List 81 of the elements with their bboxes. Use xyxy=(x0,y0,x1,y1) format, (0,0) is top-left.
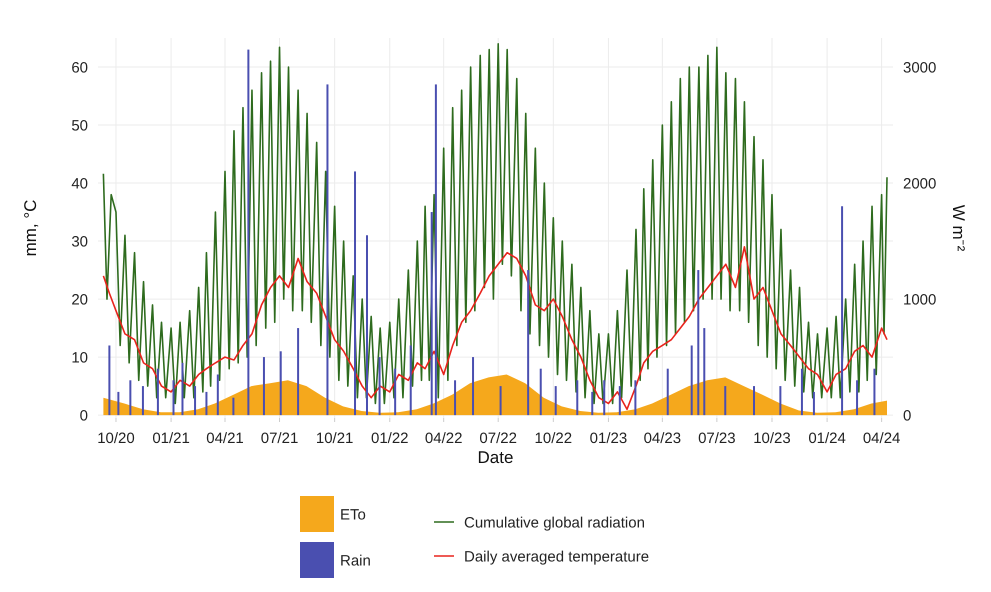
y2-tick-label: 1000 xyxy=(903,291,936,308)
x-tick-label: 04/21 xyxy=(206,430,244,447)
bar xyxy=(326,84,328,416)
bar xyxy=(454,380,456,416)
bar xyxy=(697,270,700,416)
x-tick-label: 04/22 xyxy=(424,430,462,447)
x-tick-label: 04/24 xyxy=(862,430,900,447)
x-tick-label: 07/22 xyxy=(479,430,517,447)
bar xyxy=(873,368,876,416)
bar xyxy=(205,392,208,416)
x-tick-label: 01/21 xyxy=(152,430,190,447)
bar xyxy=(194,386,196,416)
bar xyxy=(753,386,756,416)
legend-label: Cumulative global radiation xyxy=(464,514,645,532)
bar xyxy=(591,392,594,416)
x-tick-label: 10/21 xyxy=(316,430,354,447)
y2-tick-label: 3000 xyxy=(903,59,936,76)
bar xyxy=(434,84,437,416)
x-tick-label: 01/24 xyxy=(808,430,846,447)
bar xyxy=(841,206,844,416)
bar xyxy=(472,357,474,416)
bar xyxy=(129,380,132,416)
bar xyxy=(378,357,381,416)
y-tick-label: 40 xyxy=(71,175,88,192)
x-tick-label: 07/21 xyxy=(260,430,298,447)
bar xyxy=(366,235,368,416)
x-tick-label: 10/22 xyxy=(534,430,572,447)
bar xyxy=(280,351,282,416)
legend-label: Rain xyxy=(340,552,371,570)
bar xyxy=(812,392,815,416)
y-tick-label: 30 xyxy=(71,233,88,250)
bar xyxy=(297,328,300,416)
bar xyxy=(142,386,144,416)
y-tick-label: 0 xyxy=(80,407,88,424)
bar xyxy=(703,328,706,416)
bar xyxy=(108,345,110,416)
legend-label: Daily averaged temperature xyxy=(464,548,650,566)
y-tick-label: 20 xyxy=(71,291,88,308)
bar xyxy=(156,368,159,416)
bar xyxy=(172,380,174,416)
line-series xyxy=(102,43,888,404)
y-tick-label: 50 xyxy=(71,117,88,134)
bar xyxy=(618,386,621,416)
bar xyxy=(856,380,858,416)
legend-label: ETo xyxy=(340,506,366,524)
bar xyxy=(354,171,356,416)
bar xyxy=(690,345,693,416)
bar xyxy=(410,345,412,416)
y2-tick-label: 0 xyxy=(903,407,912,424)
bar xyxy=(540,368,542,416)
bar xyxy=(394,368,396,416)
bar xyxy=(603,380,606,416)
bar xyxy=(576,380,578,416)
x-tick-label: 01/23 xyxy=(590,430,628,447)
bar xyxy=(724,386,726,416)
y-tick-label: 60 xyxy=(71,59,88,76)
y-tick-label: 10 xyxy=(71,349,88,366)
bar xyxy=(262,357,265,416)
bar xyxy=(430,212,433,416)
bar xyxy=(800,368,803,416)
bar xyxy=(216,374,219,416)
y-axis-title: mm, °C xyxy=(21,200,40,256)
bar xyxy=(117,392,120,416)
bar xyxy=(500,386,502,416)
x-tick-label: 10/20 xyxy=(97,430,135,447)
x-tick-label: 04/23 xyxy=(644,430,682,447)
x-tick-label: 01/22 xyxy=(370,430,409,447)
x-tick-label: 07/23 xyxy=(698,430,736,447)
y2-tick-label: 2000 xyxy=(903,175,936,192)
x-tick-label: 10/23 xyxy=(753,430,791,447)
line-series xyxy=(102,246,888,410)
bar xyxy=(232,398,234,416)
y2-axis-title: W m⁻² xyxy=(949,204,968,252)
bar xyxy=(666,368,669,416)
bar xyxy=(634,380,636,416)
x-axis-title: Date xyxy=(478,448,514,467)
bar xyxy=(554,386,557,416)
bar xyxy=(527,270,530,416)
bar xyxy=(181,362,184,416)
bar xyxy=(247,50,250,416)
bar xyxy=(779,386,782,416)
